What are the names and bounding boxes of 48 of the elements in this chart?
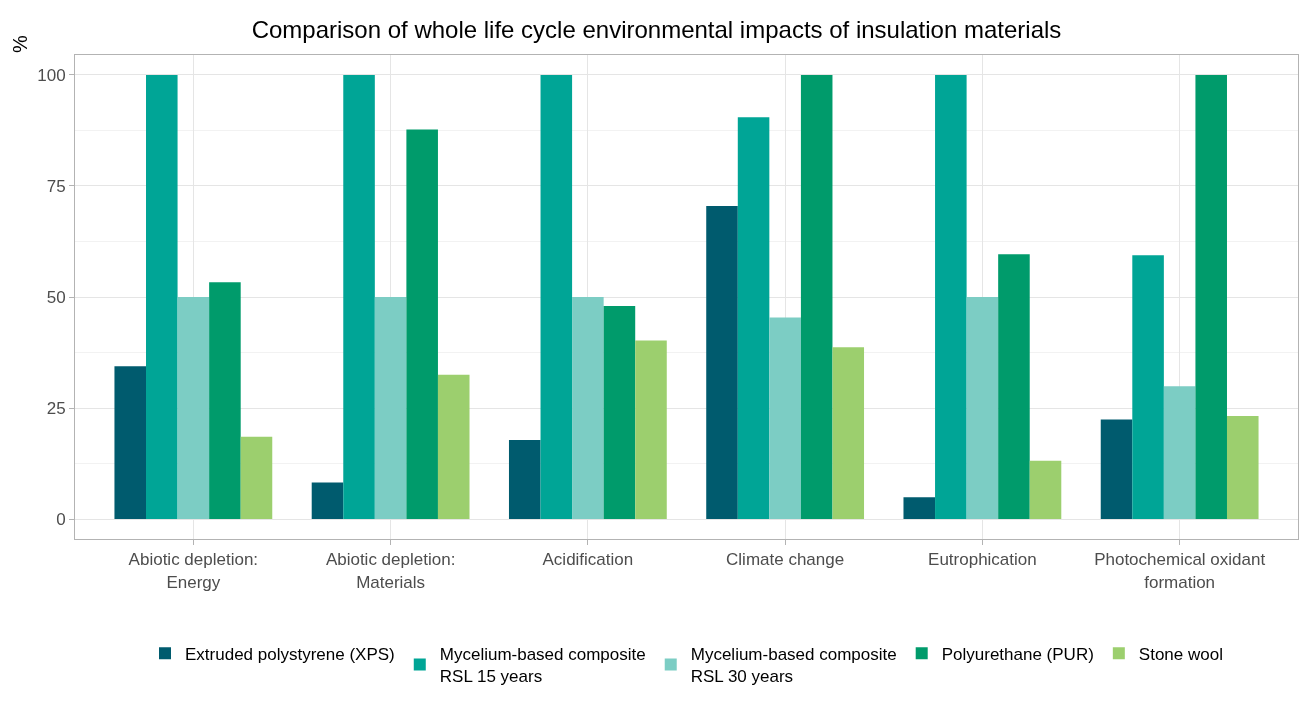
legend-label: Mycelium-based composite RSL 15 years — [439, 644, 646, 687]
y-axis-title: % — [8, 34, 31, 53]
legend-label: Mycelium-based composite RSL 30 years — [690, 644, 897, 687]
bar — [706, 205, 738, 520]
legend-label: Stone wool — [1138, 644, 1223, 664]
bar — [769, 317, 801, 520]
y-tick-label: 0 — [56, 509, 66, 529]
bar — [1226, 416, 1259, 520]
legend-label: Extruded polystyrene (XPS) — [185, 644, 395, 664]
x-tick-label: Climate change — [726, 550, 845, 570]
y-tick-label: 50 — [46, 287, 66, 307]
bar — [572, 297, 604, 520]
bar — [540, 74, 573, 520]
bar — [935, 74, 967, 520]
bar — [1100, 419, 1133, 520]
bar — [1029, 460, 1062, 520]
bar — [374, 297, 407, 520]
bar — [966, 297, 999, 520]
bar — [832, 347, 865, 520]
bar — [635, 340, 667, 520]
bar — [1132, 255, 1164, 520]
bar — [311, 482, 344, 520]
bar — [437, 374, 470, 520]
x-tick-label: Abiotic depletion: Materials — [325, 550, 456, 592]
bar — [343, 74, 375, 520]
bar — [603, 305, 636, 520]
bar — [114, 366, 147, 520]
bar — [209, 282, 241, 520]
bar — [1195, 74, 1227, 520]
bar — [998, 254, 1030, 520]
chart-title: Comparison of whole life cycle environmental impacts of insulation materials — [251, 15, 1062, 43]
bar — [240, 436, 273, 520]
bar — [903, 497, 936, 520]
bar — [737, 117, 770, 520]
y-tick-label: 25 — [46, 398, 66, 418]
y-tick-label: 75 — [46, 176, 66, 196]
x-tick-label: Eutrophication — [928, 550, 1037, 570]
bar — [177, 297, 210, 520]
bar — [1163, 386, 1196, 520]
bar — [508, 439, 541, 520]
y-tick-label: 100 — [37, 65, 66, 85]
x-tick-label: Abiotic depletion: Energy — [128, 550, 259, 592]
bar — [406, 129, 438, 520]
x-tick-label: Acidification — [542, 550, 634, 570]
bar — [800, 74, 833, 520]
bar — [146, 74, 178, 520]
x-tick-label: Photochemical oxidant formation — [1094, 550, 1266, 592]
legend-label: Polyurethane (PUR) — [941, 644, 1094, 664]
